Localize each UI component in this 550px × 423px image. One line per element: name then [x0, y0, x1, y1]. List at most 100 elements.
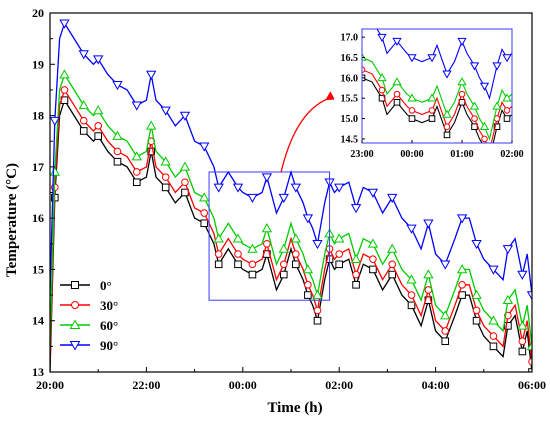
legend-item: 60° [60, 318, 118, 333]
data-point [424, 286, 433, 294]
inset-data-point [457, 37, 467, 47]
legend-item: 0° [60, 278, 112, 293]
data-point [199, 192, 210, 202]
data-point [313, 306, 322, 315]
inset-data-point [471, 115, 478, 122]
inset-x-tick-label: 02:00 [500, 149, 523, 160]
data-point [352, 270, 360, 279]
data-point [179, 161, 191, 171]
inset-data-point [427, 54, 437, 63]
series-2 [50, 69, 532, 351]
inset-y-tick-label: 16.5 [341, 53, 359, 64]
data-point [214, 260, 223, 269]
data-point [304, 281, 312, 289]
data-point [161, 183, 170, 192]
inset-data-point [469, 101, 480, 110]
data-point [132, 178, 141, 187]
data-point [387, 193, 398, 203]
inset-data-point [392, 37, 402, 47]
arrow-head [325, 91, 335, 100]
data-point [488, 315, 499, 325]
data-point [350, 253, 362, 263]
data-point [441, 327, 450, 335]
series-line [50, 21, 532, 296]
legend-marker [69, 341, 81, 351]
data-point [147, 147, 156, 156]
data-point [456, 214, 468, 224]
data-point [440, 260, 451, 270]
inset-data-point [493, 123, 501, 131]
data-point [199, 142, 210, 152]
data-point [388, 270, 397, 279]
inset-data-point [358, 14, 366, 21]
legend-marker [71, 301, 79, 309]
data-point [113, 147, 122, 156]
inset-series-0 [362, 74, 512, 143]
y-axis-title: Temperature (°C) [4, 163, 20, 277]
data-point [213, 183, 224, 193]
data-point [94, 122, 102, 130]
data-point [369, 265, 377, 274]
data-point [502, 294, 514, 304]
inset-data-point [443, 131, 451, 139]
inset-data-point [442, 109, 452, 118]
y-tick-label: 18 [32, 109, 44, 123]
inset-series-2 [362, 52, 512, 141]
data-point [290, 183, 301, 193]
y-tick-label: 17 [32, 160, 44, 174]
series-line [50, 98, 532, 372]
data-point [78, 99, 89, 110]
data-point [213, 233, 224, 243]
inset-y-tick-label: 15.0 [341, 114, 359, 125]
data-point [526, 341, 532, 351]
inset-x-tick-label: 00:00 [400, 149, 423, 160]
inset-y-tick-label: 14.5 [341, 134, 359, 145]
inset-data-point [377, 73, 387, 82]
series-line [50, 72, 532, 347]
data-point [112, 130, 123, 140]
x-tick-label: 06:00 [518, 378, 546, 392]
data-point [526, 291, 532, 301]
inset-data-point [408, 115, 416, 122]
inset-data-point [442, 70, 452, 79]
legend-item: 90° [60, 338, 118, 353]
data-point [352, 281, 360, 289]
data-point [517, 320, 528, 330]
x-tick-label: 22:00 [132, 378, 160, 392]
data-point [456, 264, 468, 274]
inset-data-point [502, 54, 512, 63]
inset-data-point [479, 121, 490, 131]
y-tick-label: 15 [32, 262, 44, 276]
data-point [335, 250, 344, 258]
data-point [517, 270, 528, 280]
data-point [131, 101, 142, 111]
data-point [302, 214, 314, 224]
main-plot: 20:00 22:00 00:00 02:00 04:00 06:00 13 14 15 16 17… [32, 6, 546, 392]
data-point [78, 50, 89, 60]
legend-label: 30° [100, 298, 118, 313]
inset-series-3 [358, 14, 512, 101]
data-point [232, 233, 244, 243]
inset-plot: 23:00 00:00 01:00 02:00 14.5 15.0 15.5 16.0 16.5… [334, 14, 524, 173]
data-point [160, 156, 171, 166]
inset-data-point [407, 93, 417, 102]
zoom-arrow [280, 91, 335, 173]
inset-data-point [428, 107, 436, 114]
inset-data-point [443, 123, 451, 131]
inset-data-point [492, 101, 502, 110]
y-tick-label: 19 [32, 57, 44, 71]
data-point [528, 368, 532, 372]
inset-data-point [469, 62, 480, 71]
data-point [248, 260, 257, 269]
inset-data-point [392, 77, 402, 86]
data-point [518, 337, 527, 346]
x-tick-label: 02:00 [325, 378, 353, 392]
inset-series-group [358, 14, 512, 143]
data-point [214, 250, 223, 258]
data-point [181, 188, 189, 197]
legend-label: 60° [100, 318, 118, 333]
zoom-region-box [208, 171, 331, 301]
data-point [146, 120, 157, 130]
zoom-rectangle [208, 171, 331, 301]
data-point [132, 168, 141, 176]
